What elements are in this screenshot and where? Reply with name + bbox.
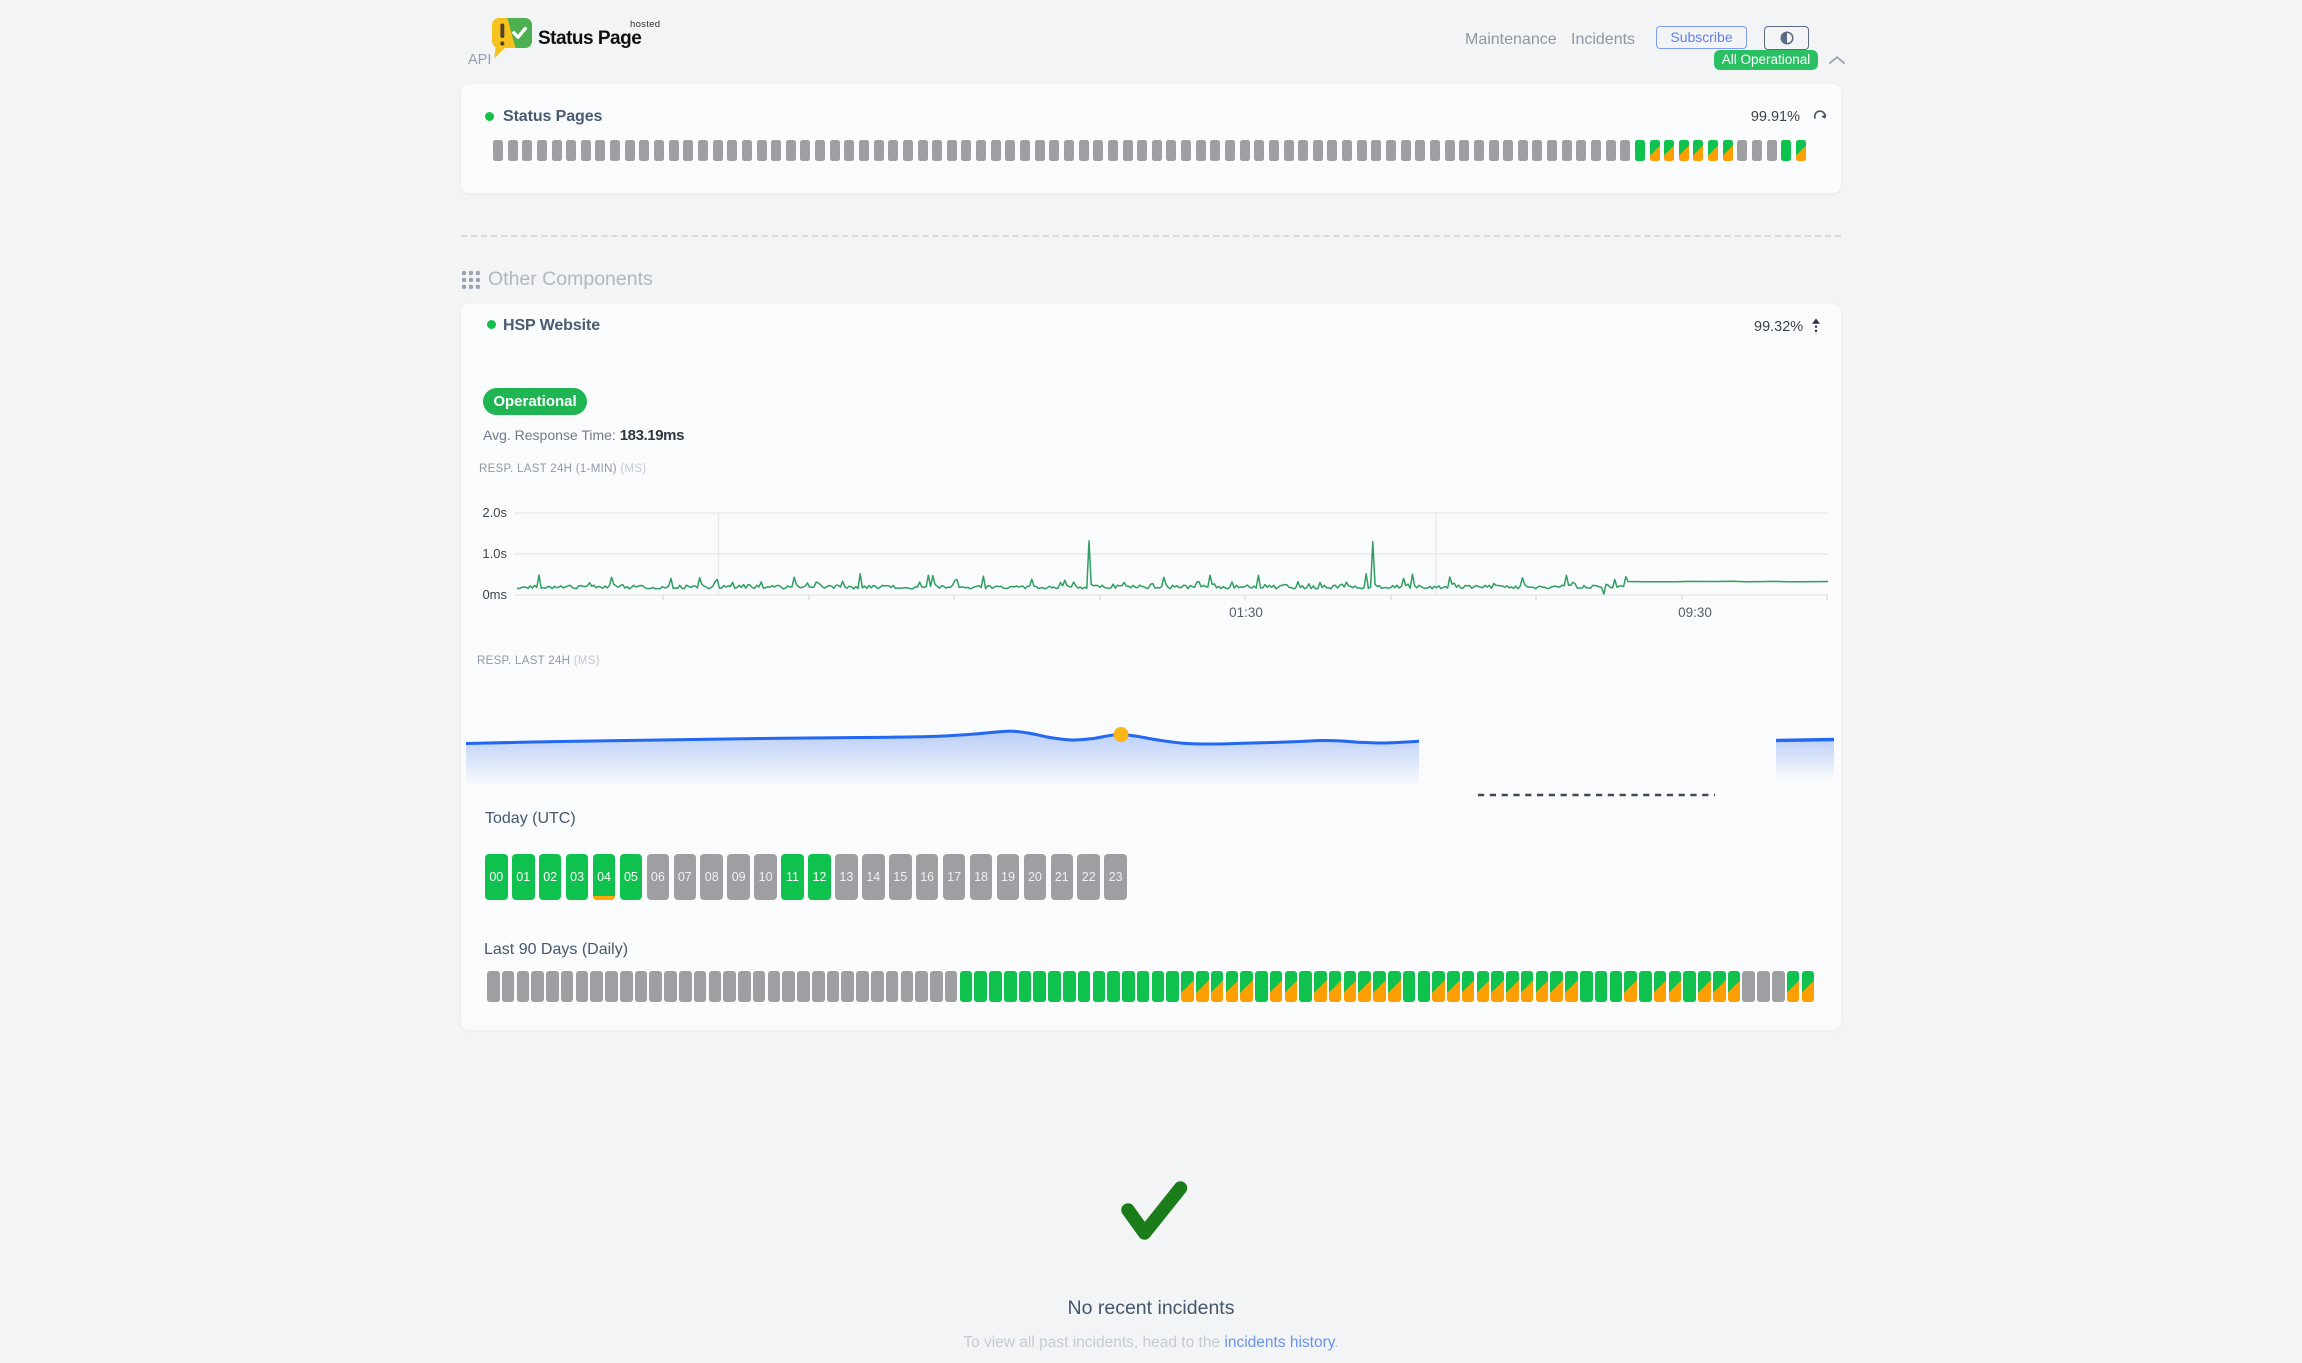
- svg-text:09:30: 09:30: [1678, 605, 1712, 620]
- svg-text:2.0s: 2.0s: [482, 505, 507, 520]
- svg-text:1.0s: 1.0s: [482, 546, 507, 561]
- svg-text:01:30: 01:30: [1229, 605, 1263, 620]
- svg-text:0ms: 0ms: [482, 587, 507, 602]
